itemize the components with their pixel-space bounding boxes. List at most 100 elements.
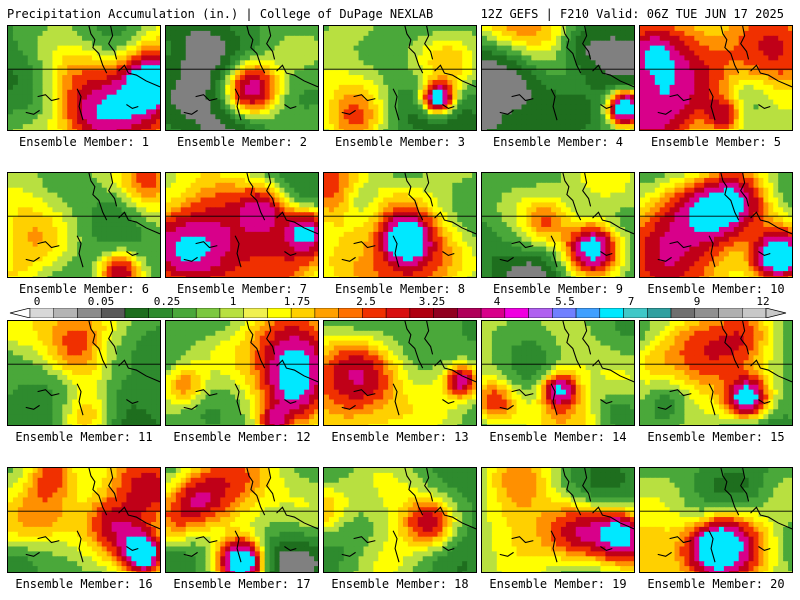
- colorbar-over-arrow: [765, 308, 787, 318]
- ensemble-member-label: Ensemble Member: 17: [173, 577, 311, 591]
- coastline: [740, 321, 750, 355]
- coastline: [750, 359, 792, 383]
- precip-field: [640, 173, 792, 277]
- coastline: [499, 551, 514, 557]
- colorbar-swatch: [100, 308, 126, 318]
- coastline: [442, 399, 455, 405]
- coastline: [195, 94, 218, 102]
- coastline: [562, 26, 582, 74]
- colorbar-swatch: [219, 308, 244, 318]
- coastline: [562, 173, 582, 221]
- coastline: [720, 468, 740, 516]
- colorbar-tick-label: 5.5: [555, 295, 575, 308]
- coastline: [708, 530, 716, 563]
- ensemble-member-map: [481, 467, 635, 573]
- colorbar-tick-label: 0.05: [87, 295, 115, 308]
- ensemble-member-map: [639, 320, 793, 426]
- coastline: [284, 251, 297, 257]
- coastline: [434, 359, 476, 383]
- coastline: [758, 546, 771, 552]
- coastline: [353, 241, 376, 249]
- coastline: [353, 94, 376, 102]
- ensemble-member-label: Ensemble Member: 15: [647, 430, 785, 444]
- coastline: [740, 173, 750, 207]
- ensemble-member-label: Ensemble Member: 5: [650, 135, 782, 149]
- coastline: [25, 109, 40, 115]
- colorbar-swatch: [338, 308, 363, 318]
- ensemble-member-map: [639, 25, 793, 131]
- coastline: [442, 251, 455, 257]
- coastline: [550, 530, 558, 563]
- colorbar-under-arrow: [9, 308, 31, 318]
- precip-field: [640, 468, 792, 572]
- coastline: [195, 389, 218, 397]
- precip-field: [8, 468, 160, 572]
- precip-field: [324, 26, 476, 130]
- coastline: [669, 536, 692, 544]
- coastline: [758, 399, 771, 405]
- ensemble-member-map: [165, 25, 319, 131]
- coastline: [88, 321, 108, 369]
- colorbar-swatch: [124, 308, 149, 318]
- precip-field: [482, 173, 634, 277]
- ensemble-member-map: [639, 467, 793, 573]
- coastline: [740, 468, 750, 502]
- coastline: [234, 88, 242, 121]
- ensemble-member-label: Ensemble Member: 13: [331, 430, 469, 444]
- ensemble-member-label: Ensemble Member: 16: [15, 577, 153, 591]
- coastline: [550, 383, 558, 416]
- ensemble-member-label: Ensemble Member: 11: [15, 430, 153, 444]
- coastline: [276, 359, 318, 383]
- coastline: [183, 256, 198, 262]
- coastline: [183, 404, 198, 410]
- coastline: [404, 173, 424, 221]
- coastline: [434, 211, 476, 235]
- colorbar-swatch: [552, 308, 577, 318]
- ensemble-member-label: Ensemble Member: 3: [334, 135, 466, 149]
- colorbar-tick-label: 12: [756, 295, 770, 308]
- ensemble-member-label: Ensemble Member: 14: [489, 430, 627, 444]
- coastline: [511, 241, 534, 249]
- ensemble-member-map: [165, 467, 319, 573]
- ensemble-member-map: [7, 467, 161, 573]
- coastline: [183, 109, 198, 115]
- colorbar-swatch: [53, 308, 78, 318]
- coastline: [499, 256, 514, 262]
- precip-field: [8, 321, 160, 425]
- coastline: [600, 251, 613, 257]
- coastline: [562, 321, 582, 369]
- coastline: [108, 321, 118, 355]
- coastline: [246, 26, 266, 74]
- colorbar-swatch: [195, 308, 221, 318]
- colorbar-tick-label: 7: [627, 295, 635, 308]
- coastline: [424, 173, 434, 207]
- colorbar-tick-label: 4: [493, 295, 501, 308]
- coastline: [37, 389, 60, 397]
- colorbar-tick-label: 1: [229, 295, 237, 308]
- coastline: [25, 551, 40, 557]
- coastline: [499, 404, 514, 410]
- coastline: [266, 321, 276, 355]
- ensemble-member-map: [165, 172, 319, 278]
- coastline: [88, 26, 108, 74]
- coastline: [195, 536, 218, 544]
- colorbar-swatch: [742, 308, 767, 318]
- coastline: [592, 64, 634, 88]
- coastline: [720, 26, 740, 74]
- ensemble-member-label: Ensemble Member: 12: [173, 430, 311, 444]
- coastline: [562, 468, 582, 516]
- precip-field: [166, 468, 318, 572]
- coastline: [284, 104, 297, 110]
- coastline: [118, 64, 160, 88]
- ensemble-member-map: [323, 25, 477, 131]
- coastline: [284, 546, 297, 552]
- coastline: [108, 26, 118, 60]
- coastline: [266, 468, 276, 502]
- colorbar-swatch: [623, 308, 648, 318]
- colorbar-swatch: [385, 308, 411, 318]
- coastline: [758, 104, 771, 110]
- coastline: [76, 88, 84, 121]
- coastline: [76, 530, 84, 563]
- precip-field: [8, 26, 160, 130]
- colorbar-swatch: [243, 308, 268, 318]
